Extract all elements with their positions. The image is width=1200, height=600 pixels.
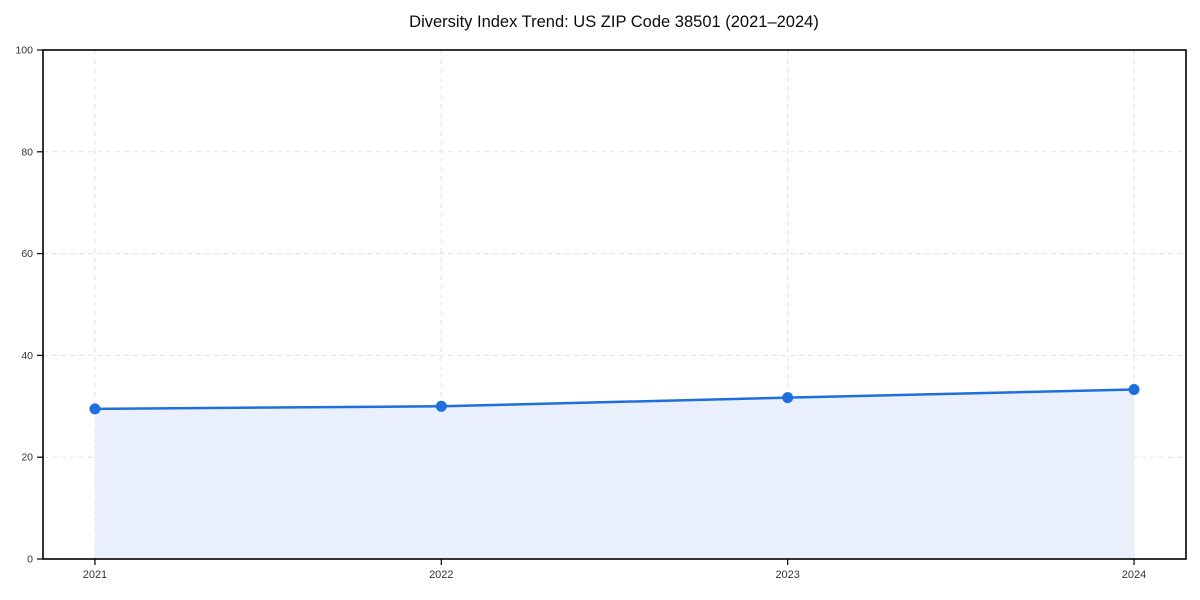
x-tick-label: 2021	[83, 569, 107, 581]
y-tick-label: 40	[21, 350, 33, 362]
x-tick-label: 2024	[1122, 569, 1146, 581]
y-tick-label: 60	[21, 248, 33, 260]
data-point-2024	[1128, 384, 1140, 396]
y-tick-label: 80	[21, 146, 33, 158]
y-tick-label: 20	[21, 452, 33, 464]
chart-title: Diversity Index Trend: US ZIP Code 38501…	[409, 13, 819, 31]
area-fill	[94, 389, 1135, 559]
plot-border	[42, 49, 1187, 560]
data-point-2023	[782, 392, 794, 404]
data-point-2022	[435, 400, 447, 412]
x-tick-label: 2023	[775, 569, 799, 581]
trend-line	[93, 388, 1136, 411]
x-tick-label: 2022	[429, 569, 453, 581]
y-tick-label: 100	[15, 45, 33, 57]
data-point-2021	[89, 403, 101, 415]
y-tick-label: 0	[27, 554, 33, 566]
